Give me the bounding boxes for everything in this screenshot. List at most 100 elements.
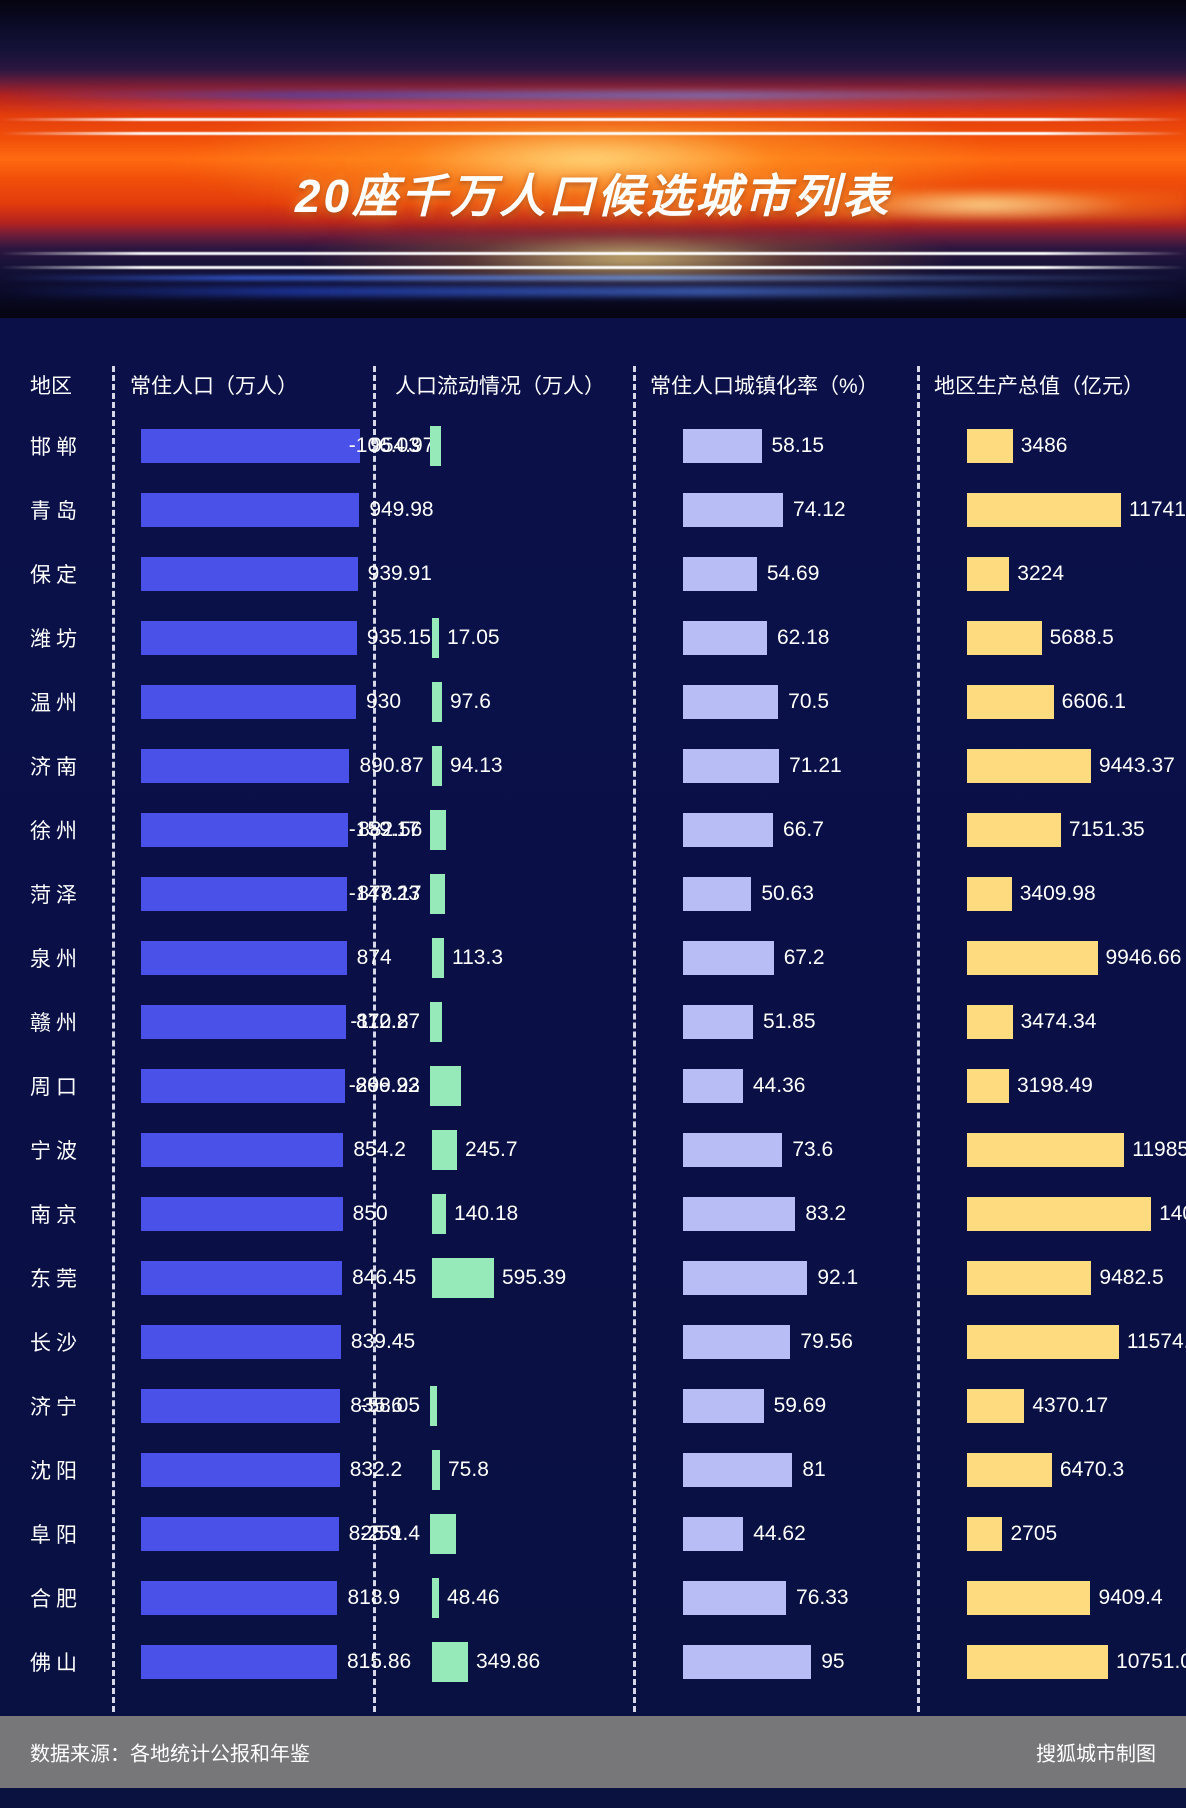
flow-bar [432,682,442,722]
flow-value: 140.18 [454,1202,519,1225]
row-city-label: 东莞 [30,1268,82,1291]
urbanization-value: 44.36 [752,1074,806,1097]
row-city-label: 沈阳 [30,1460,82,1483]
population-bar [141,1389,341,1423]
column-divider-2 [373,366,376,1712]
urbanization-bar [683,749,780,783]
urbanization-bar [683,813,774,847]
bottom-strip [0,1788,1186,1808]
gdp-value: 11741.31 [1129,498,1186,521]
gdp-value: 9409.4 [1098,1586,1163,1609]
urbanization-value: 92.1 [817,1266,859,1289]
population-value: 882.56 [358,818,423,841]
flow-bar [430,1002,442,1042]
banner-streak-blue-bot [0,276,1186,280]
population-value: 815.86 [346,1650,412,1673]
gdp-bar [967,877,1012,911]
urbanization-bar [683,941,774,975]
gdp-value: 5688.5 [1049,626,1114,649]
column-divider-1 [112,366,115,1712]
gdp-value: 10751.02 [1116,1650,1186,1673]
flow-value: -112.27 [350,1010,420,1033]
population-bar [141,877,348,911]
population-bar [141,813,349,847]
row-city-label: 邯郸 [30,436,82,459]
row-city-label: 合肥 [30,1588,82,1611]
row-city-label: 阜阳 [30,1524,82,1547]
table-row: 合肥 818.9 48.46 76.33 9409.4 [0,1566,1186,1630]
gdp-bar [967,749,1091,783]
gdp-value: 9482.5 [1099,1266,1164,1289]
table-row: 长沙 839.45 79.56 11574.22 [0,1310,1186,1374]
gdp-value: 2705 [1010,1522,1058,1545]
flow-value: -251.4 [360,1522,420,1545]
population-bar [141,1005,347,1039]
gdp-bar [967,621,1042,655]
header-population: 常住人口（万人） [130,375,298,398]
flow-value: 75.8 [448,1458,489,1481]
population-value: 839.45 [350,1330,416,1353]
table-row: 温州 930 97.6 70.5 6606.1 [0,670,1186,734]
urbanization-bar [683,1453,793,1487]
flow-bar [430,1514,456,1554]
flow-value: 48.46 [447,1586,500,1609]
flow-bar [430,874,445,914]
flow-bar [432,938,444,978]
gdp-bar [967,1133,1125,1167]
urbanization-value: 79.56 [800,1330,853,1353]
gdp-bar [967,1453,1052,1487]
table-row: 佛山 815.86 349.86 95 10751.02 [0,1630,1186,1694]
urbanization-value: 81 [802,1458,826,1481]
flow-value: 94.13 [450,754,503,777]
population-value: 870.8 [356,1010,409,1033]
banner-streak-white-top [0,118,1186,121]
table-row: 赣州 870.8 -112.27 51.85 3474.34 [0,990,1186,1054]
gdp-bar [967,1005,1013,1039]
population-value: 825.9 [348,1522,402,1545]
table-row: 潍坊 935.15 17.05 62.18 5688.5 [0,606,1186,670]
population-bar [141,1581,338,1615]
banner-glow-lower [0,235,1186,281]
row-city-label: 周口 [30,1076,82,1099]
flow-bar [430,810,446,850]
row-city-label: 潍坊 [30,628,82,651]
table-row: 济南 890.87 94.13 71.21 9443.37 [0,734,1186,798]
row-city-label: 菏泽 [30,884,82,907]
flow-bar [430,1386,437,1426]
population-value: 954.97 [370,434,435,457]
flow-bar [432,746,442,786]
credit-label: 搜狐城市制图 [1036,1743,1156,1766]
population-bar [141,941,347,975]
row-city-label: 长沙 [30,1332,82,1355]
flow-value: -159.17 [348,818,420,841]
gdp-bar [967,1261,1092,1295]
banner-streak-white-bot2 [0,266,1186,269]
population-bar [141,1325,341,1359]
column-divider-4 [917,366,920,1712]
gdp-bar [967,429,1013,463]
gdp-bar [967,941,1098,975]
population-bar [141,1517,339,1551]
row-city-label: 青岛 [30,500,82,523]
gdp-value: 9443.37 [1098,754,1175,777]
population-bar [141,1069,346,1103]
gdp-value: 11985 [1132,1138,1186,1161]
flow-bar [430,426,441,466]
gdp-bar [967,1645,1109,1679]
header-region: 地区 [30,375,72,398]
row-city-label: 济南 [30,756,82,779]
urbanization-value: 54.69 [766,562,820,585]
table-row: 青岛 949.98 74.12 11741.31 [0,478,1186,542]
header-gdp: 地区生产总值（亿元） [934,375,1144,398]
row-city-label: 宁波 [30,1140,82,1163]
population-value: 939.91 [367,562,432,585]
urbanization-bar [683,1133,783,1167]
gdp-value: 3486 [1020,434,1068,457]
gdp-bar [967,813,1061,847]
flow-bar [432,618,439,658]
table-body: 邯郸 954.97 -106.03 58.15 3486 青岛 949.98 74.12 117… [0,414,1186,1694]
gdp-value: 9946.66 [1105,946,1182,969]
banner-streak-blue-bot2 [0,288,1186,295]
population-value: 890.87 [359,754,424,777]
banner-glow-right [0,190,1186,220]
